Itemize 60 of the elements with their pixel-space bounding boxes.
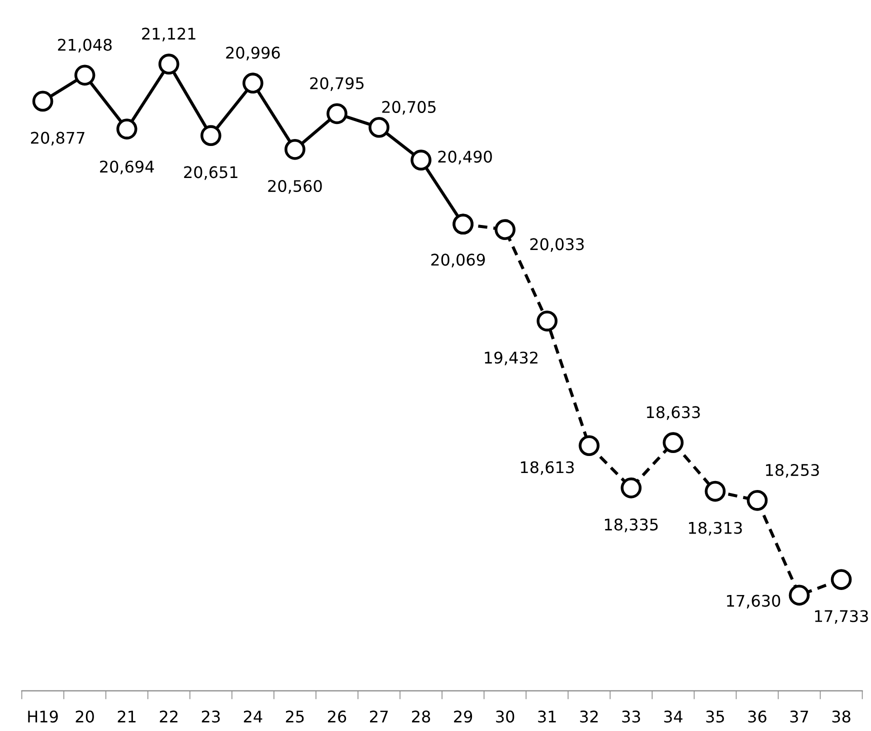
x-tick-label: 35 <box>706 710 724 723</box>
point <box>452 214 474 235</box>
data-label: 20,560 <box>268 180 322 194</box>
point <box>368 116 390 138</box>
data-label: 21,048 <box>58 38 112 52</box>
data-label: 18,613 <box>520 461 574 475</box>
x-tick-label: 30 <box>496 710 514 723</box>
data-label: 20,694 <box>100 160 154 174</box>
data-label: 21,121 <box>142 28 196 42</box>
point <box>662 432 684 454</box>
data-label: 20,996 <box>226 46 280 60</box>
data-label: 17,733 <box>815 610 868 624</box>
data-label: 20,069 <box>431 254 485 268</box>
x-tick-label: 27 <box>370 710 388 722</box>
x-tick-label: 24 <box>244 710 262 722</box>
x-tick-label: 23 <box>202 710 220 723</box>
x-tick-label: 20 <box>76 710 94 723</box>
point <box>830 569 852 590</box>
x-tick-label: 32 <box>580 710 598 723</box>
x-tick-label: H19 <box>28 710 58 723</box>
data-label: 18,313 <box>689 522 742 536</box>
point <box>620 478 642 498</box>
point <box>116 118 138 140</box>
data-label: 20,651 <box>184 166 238 180</box>
x-tick-label: 28 <box>412 710 430 723</box>
data-label: 20,033 <box>530 238 584 252</box>
point <box>578 435 600 456</box>
x-tick-label: 33 <box>622 710 640 723</box>
data-label: 20,877 <box>31 132 84 146</box>
data-label: 18,633 <box>646 406 700 420</box>
x-tick-label: 34 <box>664 710 682 723</box>
point <box>32 90 54 112</box>
data-label: 20,705 <box>382 100 436 115</box>
x-tick-label: 26 <box>328 710 346 723</box>
point <box>200 125 222 146</box>
point <box>494 219 516 240</box>
point <box>410 150 432 170</box>
x-tick-label: 25 <box>286 710 304 723</box>
point <box>74 64 96 86</box>
x-tick-label: 37 <box>790 710 808 723</box>
x-tick-label: 22 <box>160 710 178 722</box>
point <box>788 584 810 606</box>
point <box>704 480 726 502</box>
data-label: 20,795 <box>310 77 364 91</box>
data-label: 18,335 <box>604 518 658 532</box>
x-tick-label: 29 <box>454 710 472 723</box>
point <box>158 54 180 74</box>
point <box>284 139 306 160</box>
point <box>536 310 558 332</box>
data-label: 19,432 <box>484 352 538 366</box>
data-label: 17,630 <box>727 594 780 608</box>
point <box>746 490 768 511</box>
x-tick-label: 31 <box>538 710 556 723</box>
x-tick-label: 38 <box>832 710 850 723</box>
x-tick-label: 36 <box>748 710 766 723</box>
point <box>326 103 348 124</box>
point <box>242 72 264 94</box>
data-label: 18,253 <box>766 464 819 478</box>
data-label: 20,490 <box>438 150 492 164</box>
x-tick-label: 21 <box>118 710 136 722</box>
